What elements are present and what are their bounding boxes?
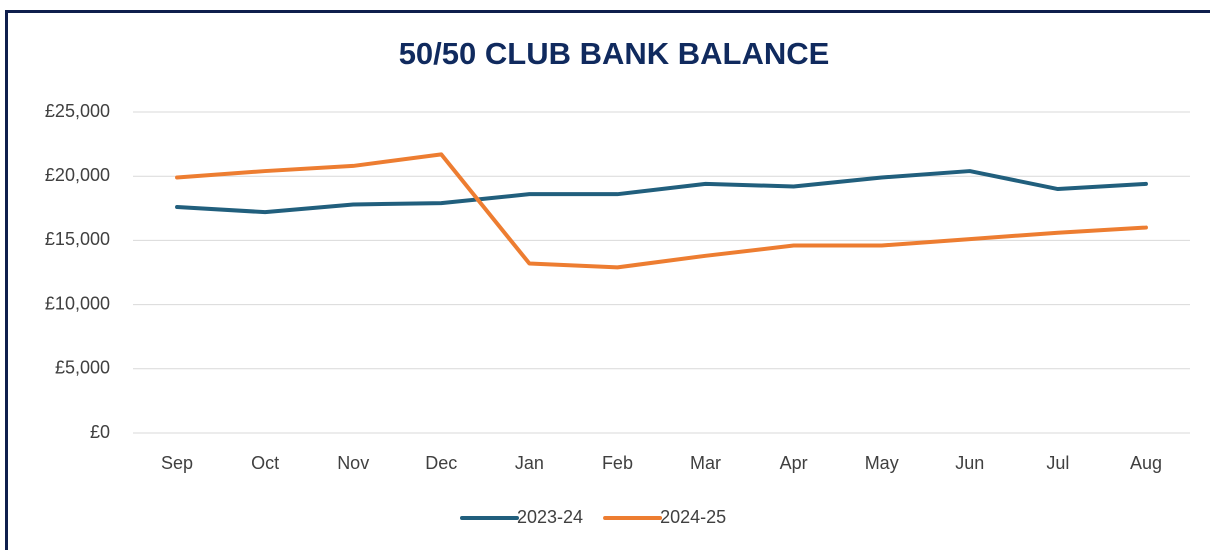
x-tick-label: Jan xyxy=(515,453,544,473)
x-tick-label: Jul xyxy=(1046,453,1069,473)
y-tick-label: £0 xyxy=(90,422,110,442)
x-tick-label: Mar xyxy=(690,453,721,473)
x-tick-label: Nov xyxy=(337,453,369,473)
x-tick-label: Dec xyxy=(425,453,457,473)
x-tick-label: Jun xyxy=(955,453,984,473)
legend-label: 2024-25 xyxy=(660,507,726,527)
x-tick-label: Apr xyxy=(780,453,808,473)
y-tick-label: £20,000 xyxy=(45,165,110,185)
x-tick-label: Sep xyxy=(161,453,193,473)
chart-title: 50/50 CLUB BANK BALANCE xyxy=(399,36,830,71)
y-tick-label: £10,000 xyxy=(45,293,110,313)
x-tick-label: Oct xyxy=(251,453,279,473)
line-series xyxy=(175,152,1148,270)
x-tick-label: May xyxy=(865,453,899,473)
x-tick-label: Feb xyxy=(602,453,633,473)
y-tick-label: £25,000 xyxy=(45,101,110,121)
legend-label: 2023-24 xyxy=(517,507,583,527)
line-series xyxy=(175,169,1148,215)
x-tick-label: Aug xyxy=(1130,453,1162,473)
frame xyxy=(5,10,1210,550)
y-tick-label: £15,000 xyxy=(45,229,110,249)
y-tick-label: £5,000 xyxy=(55,358,110,378)
